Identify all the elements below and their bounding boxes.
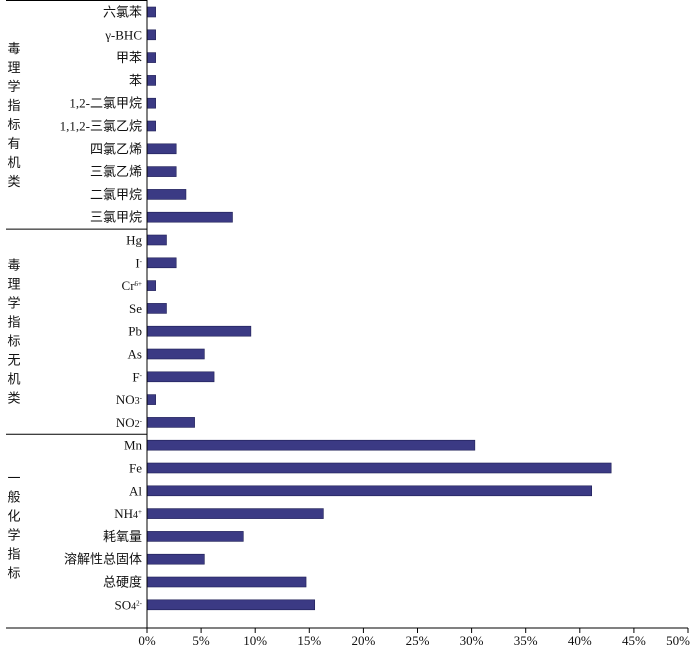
category-label-no-1-8: NO2-: [116, 415, 143, 430]
bar-2-0: [146, 439, 476, 451]
bar-0-0: [146, 6, 156, 18]
category-label-i-1-1: I-: [135, 255, 142, 270]
bar-0-8: [146, 189, 187, 200]
bar-0-4: [146, 97, 156, 109]
x-tick-label-3: 15%: [297, 633, 321, 647]
bars-layer: [146, 6, 612, 611]
category-label-no-1-7: NO3-: [116, 392, 143, 407]
bar-2-7: [146, 599, 316, 611]
bar-1-4: [146, 325, 252, 337]
category-label-item-2-4: 耗氧量: [103, 529, 142, 544]
category-label-cr-1-2: Cr6+: [122, 278, 143, 293]
category-label-item-0-3: 苯: [129, 73, 142, 88]
x-tick-label-5: 25%: [406, 633, 430, 647]
x-tick-label-4: 20%: [351, 633, 375, 647]
bar-1-1: [146, 257, 177, 269]
category-label-item-0-8: 二氯甲烷: [90, 187, 142, 202]
bar-2-6: [146, 576, 307, 588]
category-label-so-2-7: SO42-: [115, 597, 143, 612]
x-tick-label-6: 30%: [460, 633, 484, 647]
category-label-item-2-5: 溶解性总固体: [64, 552, 142, 567]
bar-0-9: [146, 211, 233, 223]
category-label-1-2-0-4: 1,2-二氯甲烷: [69, 96, 142, 111]
bar-1-7: [146, 394, 156, 405]
bar-1-5: [146, 348, 205, 360]
category-label-bhc-0-1: γ-BHC: [104, 27, 142, 42]
bar-1-0: [146, 234, 167, 246]
category-label-hg-1-0: Hg: [126, 233, 142, 248]
category-label-item-0-7: 三氯乙烯: [90, 164, 142, 179]
bar-0-6: [146, 143, 177, 155]
group-label-0: 毒理学指标有机类: [7, 42, 20, 190]
bar-2-2: [146, 485, 593, 497]
category-label-1-1-2-0-5: 1,1,2-三氯乙烷: [60, 119, 142, 134]
bar-2-1: [146, 462, 612, 474]
bar-1-8: [146, 417, 195, 428]
category-label-item-0-6: 四氯乙烯: [90, 141, 142, 156]
category-label-se-1-3: Se: [129, 301, 142, 316]
x-tick-label-10: 50%: [666, 633, 690, 647]
bar-0-5: [146, 120, 156, 132]
bar-0-7: [146, 166, 177, 177]
category-label-nh-2-3: NH4+: [114, 506, 142, 521]
category-label-mn-2-0: Mn: [124, 438, 143, 453]
category-label-as-1-5: As: [128, 347, 142, 362]
x-tick-label-2: 10%: [243, 633, 267, 647]
category-label-f-1-6: F-: [132, 369, 142, 384]
bar-0-3: [146, 75, 156, 86]
bar-1-2: [146, 280, 156, 291]
bar-2-5: [146, 553, 205, 565]
x-tick-label-1: 5%: [192, 633, 210, 647]
bar-1-6: [146, 371, 215, 383]
x-tick-label-7: 35%: [514, 633, 538, 647]
x-tick-label-0: 0%: [138, 633, 156, 647]
group-label-2: 一般化学指标: [7, 472, 20, 582]
category-label-al-2-2: Al: [129, 483, 142, 498]
x-tick-label-9: 45%: [622, 633, 646, 647]
category-label-item-0-9: 三氯甲烷: [90, 210, 142, 225]
group-label-1: 毒理学指标无机类: [7, 259, 20, 407]
category-labels-layer: 六氯苯 γ-BHC 甲苯苯 1,2-二氯甲烷 1,1,2-三氯乙烷四氯乙烯三氯乙烯二氯甲…: [60, 5, 143, 613]
bar-2-3: [146, 508, 324, 519]
category-label-fe-2-1: Fe: [129, 461, 142, 476]
bar-0-2: [146, 52, 156, 63]
category-label-item-2-6: 总硬度: [103, 575, 142, 590]
category-label-item-0-2: 甲苯: [116, 50, 142, 65]
x-tick-label-8: 40%: [568, 633, 592, 647]
bar-0-1: [146, 29, 156, 41]
category-label-pb-1-4: Pb: [128, 324, 142, 339]
bar-1-3: [146, 303, 167, 314]
category-label-item-0-0: 六氯苯: [103, 5, 142, 20]
bar-2-4: [146, 531, 244, 542]
x-axis: 0% 5% 10% 15% 20% 25% 30% 35% 40% 45% 50%: [6, 0, 690, 647]
